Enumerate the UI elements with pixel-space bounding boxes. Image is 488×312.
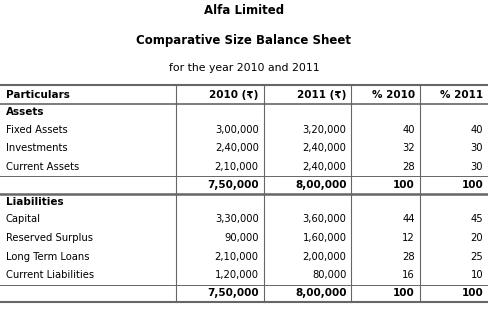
Text: Long Term Loans: Long Term Loans: [6, 252, 89, 262]
Text: 12: 12: [402, 233, 415, 243]
Text: 40: 40: [470, 125, 483, 135]
Text: 25: 25: [470, 252, 483, 262]
Text: 2,40,000: 2,40,000: [215, 144, 259, 154]
Text: for the year 2010 and 2011: for the year 2010 and 2011: [169, 63, 319, 73]
Text: 1,20,000: 1,20,000: [215, 270, 259, 280]
Text: 100: 100: [461, 180, 483, 190]
Text: 2,10,000: 2,10,000: [215, 162, 259, 172]
Text: 100: 100: [393, 180, 415, 190]
Text: Reserved Surplus: Reserved Surplus: [6, 233, 93, 243]
Text: 8,00,000: 8,00,000: [295, 288, 346, 298]
Text: 2011 (₹): 2011 (₹): [297, 90, 346, 100]
Text: 45: 45: [470, 214, 483, 224]
Text: 2,40,000: 2,40,000: [303, 144, 346, 154]
Text: Current Assets: Current Assets: [6, 162, 79, 172]
Text: 8,00,000: 8,00,000: [295, 180, 346, 190]
Text: 3,00,000: 3,00,000: [215, 125, 259, 135]
Text: 2010 (₹): 2010 (₹): [209, 90, 259, 100]
Text: Assets: Assets: [6, 107, 44, 117]
Text: 90,000: 90,000: [224, 233, 259, 243]
Text: 80,000: 80,000: [312, 270, 346, 280]
Text: 40: 40: [402, 125, 415, 135]
Text: Investments: Investments: [6, 144, 67, 154]
Text: 10: 10: [470, 270, 483, 280]
Text: 3,20,000: 3,20,000: [303, 125, 346, 135]
Text: 2,00,000: 2,00,000: [303, 252, 346, 262]
Text: 100: 100: [393, 288, 415, 298]
Text: Particulars: Particulars: [6, 90, 70, 100]
Text: Comparative Size Balance Sheet: Comparative Size Balance Sheet: [137, 34, 351, 47]
Text: 100: 100: [461, 288, 483, 298]
Text: 1,60,000: 1,60,000: [303, 233, 346, 243]
Text: % 2010: % 2010: [372, 90, 415, 100]
Text: 28: 28: [402, 162, 415, 172]
Text: 7,50,000: 7,50,000: [207, 180, 259, 190]
Text: 2,40,000: 2,40,000: [303, 162, 346, 172]
Text: 30: 30: [470, 144, 483, 154]
Text: 7,50,000: 7,50,000: [207, 288, 259, 298]
Text: Fixed Assets: Fixed Assets: [6, 125, 68, 135]
Text: 30: 30: [470, 162, 483, 172]
Text: 2,10,000: 2,10,000: [215, 252, 259, 262]
Text: 3,30,000: 3,30,000: [215, 214, 259, 224]
Text: 28: 28: [402, 252, 415, 262]
Text: Capital: Capital: [6, 214, 41, 224]
Text: 44: 44: [402, 214, 415, 224]
Text: 3,60,000: 3,60,000: [303, 214, 346, 224]
Text: Alfa Limited: Alfa Limited: [204, 4, 284, 17]
Text: Current Liabilities: Current Liabilities: [6, 270, 94, 280]
Text: % 2011: % 2011: [440, 90, 483, 100]
Text: 16: 16: [402, 270, 415, 280]
Text: 32: 32: [402, 144, 415, 154]
Text: 20: 20: [470, 233, 483, 243]
Text: Liabilities: Liabilities: [6, 197, 63, 207]
